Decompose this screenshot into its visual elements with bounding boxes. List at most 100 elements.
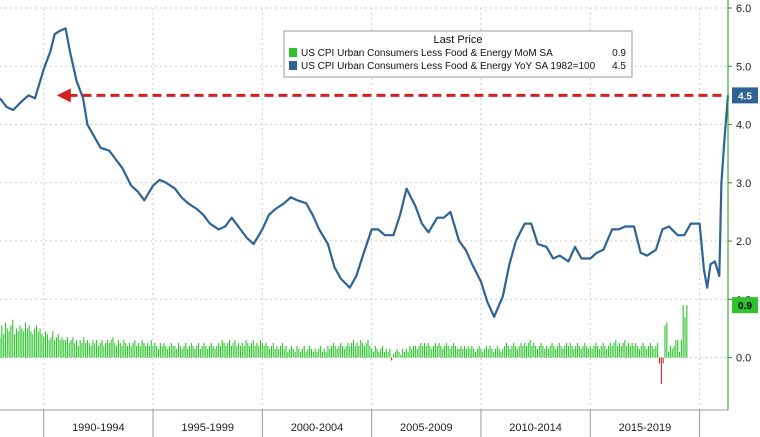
mom-bar: [1, 325, 3, 358]
mom-bar: [75, 340, 78, 358]
mom-bar: [185, 343, 187, 358]
mom-bar: [447, 345, 449, 358]
mom-bar: [77, 345, 79, 358]
dashed-arrow-annotation: [56, 88, 722, 103]
mom-bar: [527, 343, 529, 358]
mom-bar: [454, 345, 457, 358]
mom-bar: [489, 345, 491, 358]
mom-bar: [68, 343, 70, 358]
mom-bar: [644, 345, 646, 358]
mom-bar: [234, 340, 236, 358]
mom-bar: [190, 343, 192, 358]
mom-bar: [611, 345, 613, 358]
mom-bar: [465, 348, 467, 358]
mom-bar: [298, 348, 300, 358]
mom-bar: [176, 348, 178, 358]
mom-bar: [607, 345, 610, 358]
mom-bar: [635, 343, 637, 358]
mom-bar: [649, 343, 651, 358]
mom-bar: [407, 351, 409, 358]
mom-bar: [274, 348, 276, 358]
mom-bar: [464, 345, 466, 358]
mom-bar: [296, 345, 298, 358]
mom-bar: [383, 351, 385, 358]
mom-bar: [252, 340, 254, 358]
mom-bar: [243, 345, 245, 358]
mom-bar: [380, 348, 382, 358]
legend-swatch: [289, 48, 297, 57]
mom-bar: [303, 345, 305, 358]
mom-bar: [196, 345, 198, 358]
mom-bar: [547, 348, 549, 358]
mom-bar: [544, 348, 546, 358]
mom-bar: [229, 340, 231, 358]
mom-bar: [403, 351, 405, 358]
mom-bar: [677, 340, 679, 358]
mom-bar: [624, 340, 626, 358]
mom-bar: [352, 340, 354, 358]
mom-bar: [21, 328, 23, 358]
mom-bar: [41, 334, 43, 358]
mom-bar: [14, 334, 16, 358]
mom-bar: [458, 348, 460, 358]
mom-bar: [338, 345, 340, 358]
mom-bar: [96, 340, 98, 358]
mom-bar: [516, 348, 518, 358]
mom-bar: [305, 351, 307, 358]
mom-bar: [37, 331, 39, 358]
x-period-label: 2000-2004: [291, 422, 344, 434]
mom-bar: [141, 340, 143, 358]
mom-bar: [114, 343, 116, 358]
mom-bar: [431, 348, 433, 358]
mom-bar: [487, 348, 489, 358]
mom-bar: [427, 343, 429, 358]
mom-bar: [354, 345, 356, 358]
mom-bar: [152, 345, 154, 358]
mom-bar: [533, 343, 535, 358]
mom-bar: [92, 340, 94, 358]
mom-bar: [668, 351, 670, 358]
mom-bar: [90, 345, 92, 358]
mom-bar: [214, 348, 216, 358]
mom-bar: [205, 345, 207, 358]
mom-bar: [150, 340, 152, 358]
mom-bar: [518, 345, 520, 358]
mom-bar: [147, 343, 149, 358]
mom-bar: [660, 357, 662, 384]
mom-bar: [258, 345, 260, 358]
mom-bar: [3, 334, 5, 358]
mom-bar: [638, 348, 641, 358]
mom-bar: [341, 345, 344, 358]
mom-bar: [250, 343, 252, 358]
mom-bar: [318, 348, 320, 358]
mom-bar: [85, 343, 87, 358]
mom-bar: [199, 348, 201, 358]
x-period-label: 1990-1994: [72, 422, 125, 434]
mom-bar: [524, 343, 526, 358]
legend-entry-label: US CPI Urban Consumers Less Food & Energ…: [301, 61, 596, 72]
mom-bar: [558, 343, 560, 358]
mom-bar: [597, 345, 599, 358]
mom-bar: [642, 343, 644, 358]
mom-bar: [411, 348, 413, 358]
mom-bar: [567, 345, 569, 358]
mom-bar: [478, 345, 480, 358]
mom-bar: [626, 345, 628, 358]
mom-bar: [121, 345, 123, 358]
mom-bar: [640, 345, 642, 358]
mom-bar: [669, 345, 671, 358]
mom-bar: [493, 351, 495, 358]
mom-bar: [593, 345, 595, 358]
legend-title: Last Price: [434, 34, 483, 46]
mom-bar: [538, 345, 540, 358]
mom-bar: [471, 345, 473, 358]
mom-bar: [336, 348, 338, 358]
mom-bar: [562, 348, 564, 358]
mom-bar: [112, 337, 114, 358]
mom-bar: [134, 340, 136, 358]
mom-bar: [165, 345, 167, 358]
mom-bar: [39, 328, 41, 358]
mom-bar: [413, 345, 415, 358]
mom-bar: [157, 348, 160, 358]
mom-bar: [546, 345, 548, 358]
